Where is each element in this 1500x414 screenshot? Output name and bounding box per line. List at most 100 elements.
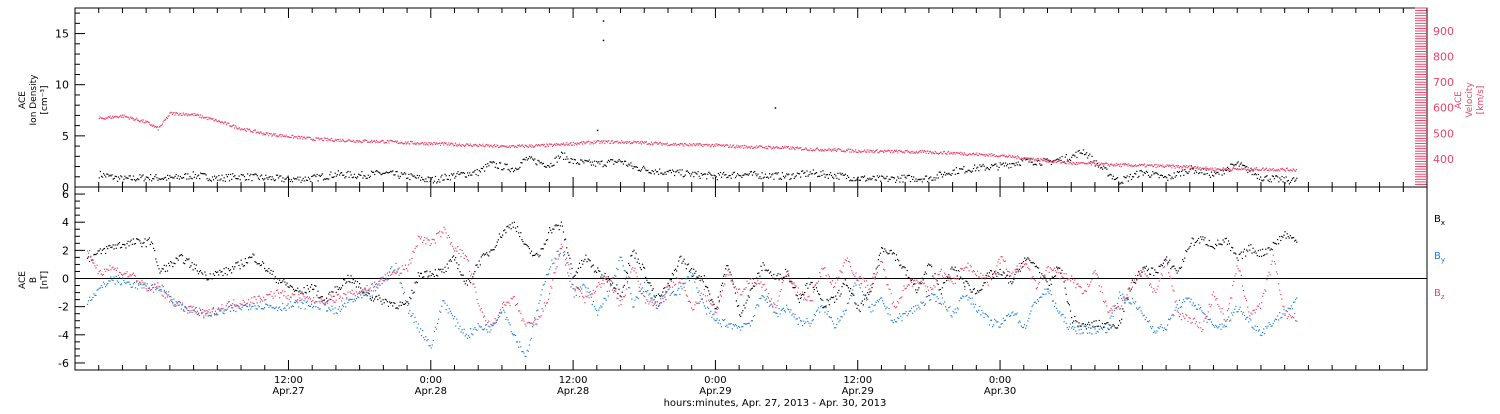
series-bx-point [464,281,465,282]
velocity-series-point [163,121,164,122]
series-by-point [249,306,250,307]
series-bx-point [988,275,989,276]
series-bx-point [1228,240,1229,241]
series-by-point [87,304,88,305]
series-bx-point [848,287,849,288]
series-bx-point [1286,238,1287,239]
density-series-point [121,176,122,177]
velocity-series-point [1070,162,1071,163]
density-series-point [249,175,250,176]
density-series-point [673,171,674,172]
velocity-series-point [855,149,856,150]
density-series-point [281,181,282,182]
density-series-point [252,174,253,175]
series-by-point [946,309,947,310]
series-bx-point [249,256,250,257]
velocity-series-point [246,131,247,132]
series-by-point [593,301,594,302]
series-bx-point [781,278,782,279]
series-bx-point [1220,244,1221,245]
velocity-series-point [222,122,223,123]
series-bx-point [997,272,998,273]
density-series-point [851,180,852,181]
series-by-point [402,287,403,288]
series-bx-point [159,272,160,273]
series-bx-point [515,227,516,228]
velocity-series-point [629,141,630,142]
series-bx-point [1229,243,1230,244]
density-series-point [512,168,513,169]
density-series-point [1031,162,1032,163]
series-bx-point [1057,268,1058,269]
series-bx-point [853,295,854,296]
series-bx-point [575,275,576,276]
velocity-series-point [174,114,175,115]
density-series-point [213,179,214,180]
density-series-point [395,171,396,172]
series-by-point [441,306,442,307]
series-bx-point [896,254,897,255]
series-bx-point [336,292,337,293]
density-series-point [674,175,675,176]
density-series-point [103,173,104,174]
velocity-series-point [135,119,136,120]
velocity-series-point [639,143,640,144]
series-by-point [1017,313,1018,314]
velocity-series-point [299,136,300,137]
velocity-series-point [555,143,556,144]
series-by-point [581,288,582,289]
series-bx-point [1132,280,1133,281]
density-series-point [442,180,443,181]
density-series-point [347,171,348,172]
series-bx-point [614,287,615,288]
series-by-point [876,302,877,303]
series-bx-point [1153,275,1154,276]
series-bx-point [1273,242,1274,243]
density-series-point [1212,175,1213,176]
series-bx-point [139,240,140,241]
density-series-point [885,178,886,179]
velocity-series-point [1011,157,1012,158]
density-series-point [1147,172,1148,173]
series-by-point [1045,294,1046,295]
density-series-point [1087,157,1088,158]
series-bx-point [861,303,862,304]
density-series-point [403,174,404,175]
series-bx-point [349,282,350,283]
density-series-point [211,181,212,182]
series-bx-point [345,283,346,284]
density-series-point [735,177,736,178]
velocity-series-point [911,151,912,152]
series-by-point [869,307,870,308]
series-bx-point [553,229,554,230]
series-by-point [979,306,980,307]
series-bx-point [1149,274,1150,275]
velocity-series-point [318,137,319,138]
density-series-point [828,178,829,179]
density-series-point [1158,174,1159,175]
series-bx-point [357,281,358,282]
series-bx-point [203,278,204,279]
density-series-point [555,158,556,159]
density-series-point [1098,166,1099,167]
series-by-point [916,308,917,309]
density-series-point [841,174,842,175]
series-by-point [650,298,651,299]
density-series-point [1182,169,1183,170]
series-by-point [1043,294,1044,295]
series-bx-point [282,280,283,281]
series-by-point [275,307,276,308]
series-by-point [672,292,673,293]
density-series-point [418,177,419,178]
series-by-point [636,296,637,297]
velocity-series-point [278,136,279,137]
velocity-series-point [409,143,410,144]
series-bx-point [821,299,822,300]
density-series-point [1233,165,1234,166]
series-by-point [855,285,856,286]
series-by-point [590,294,591,295]
density-series-point [156,177,157,178]
series-bx-point [1155,272,1156,273]
series-by-point [1050,290,1051,291]
series-by-point [203,317,204,318]
